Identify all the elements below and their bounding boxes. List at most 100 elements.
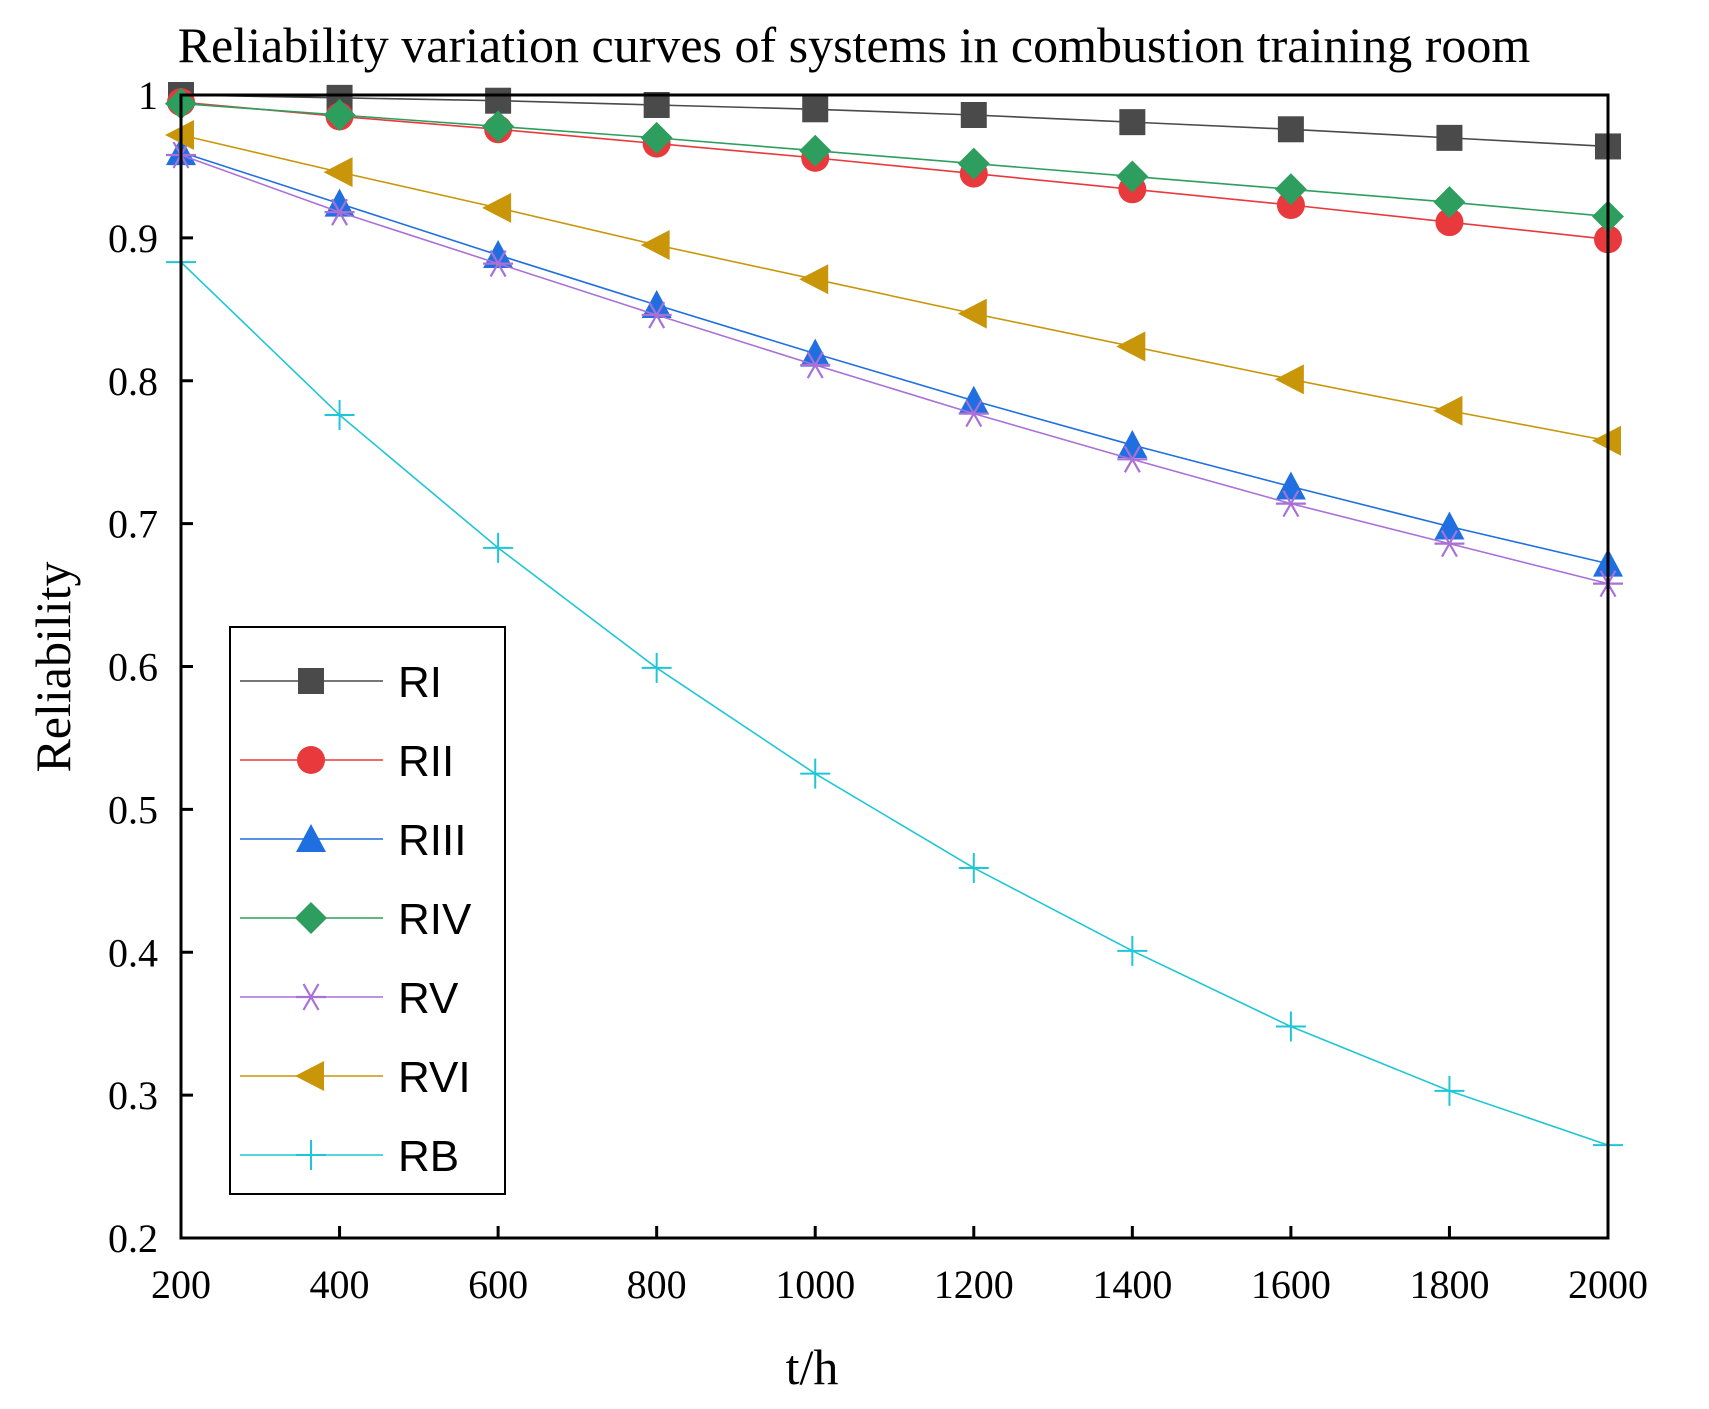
data-point-ri-1600 (1277, 116, 1304, 143)
x-tick-label: 2000 (1568, 1262, 1648, 1307)
data-point-riv-1000 (799, 134, 832, 167)
data-point-rb-1600 (1275, 1011, 1306, 1042)
legend-item-rvi: RVI (240, 1053, 471, 1102)
data-point-riii-800 (641, 290, 672, 319)
data-point-rvi-1000 (799, 264, 829, 295)
series-riv (165, 87, 1624, 233)
data-point-ri-1200 (960, 102, 987, 129)
y-tick-label: 0.9 (108, 216, 158, 261)
y-tick-label: 0.3 (108, 1073, 158, 1118)
data-point-riv-1200 (957, 147, 990, 180)
data-point-riv-600 (482, 110, 515, 143)
y-axis-label: Reliability (25, 561, 81, 772)
legend-marker-rvi (295, 1061, 324, 1091)
legend: RI RII RIII RIV RV RVI RB (229, 626, 506, 1195)
x-tick-label: 800 (627, 1262, 687, 1307)
legend-marker-rv (296, 983, 326, 1011)
legend-box (229, 626, 506, 1195)
legend-item-riii: RIII (240, 816, 466, 865)
data-point-rb-1800 (1434, 1075, 1465, 1106)
data-point-rvi-600 (482, 192, 512, 223)
legend-item-ri: RI (240, 658, 442, 707)
data-point-riv-400 (323, 99, 356, 132)
x-tick-label: 1800 (1409, 1262, 1489, 1307)
legend-marker-riii (296, 824, 326, 852)
data-point-rv-600 (483, 250, 514, 278)
x-tick-label: 1200 (934, 1262, 1014, 1307)
legend-label: RV (398, 974, 459, 1023)
series-line-rv (180, 154, 1609, 585)
y-tick-label: 0.2 (108, 1216, 158, 1261)
x-tick-label: 1000 (775, 1262, 855, 1307)
y-tick-label: 0.6 (108, 645, 158, 690)
data-point-rii-1800 (1435, 208, 1464, 237)
data-point-riii-1600 (1275, 471, 1306, 500)
series-riii (166, 137, 1623, 577)
data-point-rv-800 (641, 301, 672, 329)
data-point-ri-1000 (802, 96, 829, 123)
data-point-rb-1000 (800, 758, 831, 789)
legend-marker-rii (297, 746, 325, 774)
series-layer (165, 82, 1624, 1161)
data-point-rv-400 (324, 198, 355, 226)
data-point-rb-600 (483, 532, 514, 563)
data-point-rv-1800 (1434, 530, 1465, 558)
data-point-riii-1000 (800, 338, 831, 367)
series-rb (166, 247, 1623, 1161)
legend-label: RII (398, 737, 454, 786)
data-point-ri-600 (485, 87, 512, 114)
y-axis: 0.2 0.3 0.4 0.5 0.6 0.7 0.8 0.9 1 (108, 73, 193, 1261)
data-point-rvi-1200 (957, 298, 987, 329)
data-point-ri-1800 (1436, 124, 1463, 151)
legend-label: RVI (398, 1053, 471, 1102)
data-point-riii-1200 (958, 385, 989, 414)
data-point-riv-1800 (1433, 186, 1466, 219)
data-point-rv-1400 (1117, 445, 1148, 473)
legend-item-riv: RIV (240, 895, 472, 944)
chart-title: Reliability variation curves of systems … (178, 17, 1531, 73)
legend-label: RIII (398, 816, 466, 865)
series-line-ri (180, 94, 1609, 148)
y-tick-label: 1 (138, 73, 158, 118)
data-point-riv-1600 (1274, 173, 1307, 206)
x-axis: 200 400 600 800 1000 1200 1400 1600 1800 2000 (151, 1226, 1648, 1307)
data-point-rb-400 (324, 400, 355, 431)
legend-label: RIV (398, 895, 472, 944)
series-line-riv (180, 102, 1609, 218)
x-tick-label: 200 (151, 1262, 211, 1307)
data-point-rb-800 (641, 652, 672, 683)
data-point-riv-800 (640, 121, 673, 154)
data-point-rvi-1400 (1116, 331, 1146, 362)
data-point-riii-1400 (1117, 430, 1148, 459)
data-point-rv-1000 (800, 351, 831, 379)
series-line-rb (180, 261, 1609, 1146)
y-tick-label: 0.5 (108, 787, 158, 832)
legend-label: RI (398, 658, 442, 707)
legend-marker-rb (296, 1140, 326, 1170)
series-rvi (165, 120, 1621, 456)
y-tick-label: 0.7 (108, 502, 158, 547)
legend-item-rii: RII (240, 737, 454, 786)
data-point-rvi-800 (640, 230, 670, 261)
data-point-rv-1600 (1275, 490, 1306, 518)
legend-marker-ri (298, 668, 324, 694)
x-tick-label: 400 (310, 1262, 370, 1307)
x-tick-label: 600 (468, 1262, 528, 1307)
x-axis-label: t/h (786, 1339, 839, 1395)
data-point-rv-1200 (958, 400, 989, 428)
series-line-riii (180, 151, 1609, 565)
data-point-rvi-1600 (1274, 364, 1304, 395)
data-point-rvi-400 (323, 157, 353, 188)
y-tick-label: 0.4 (108, 930, 158, 975)
legend-label: RB (398, 1132, 459, 1181)
data-point-riv-1400 (1116, 160, 1149, 193)
series-rv (166, 141, 1623, 598)
data-point-rb-1400 (1117, 935, 1148, 966)
data-point-rb-1200 (958, 852, 989, 883)
data-point-riii-1800 (1434, 511, 1465, 540)
x-tick-label: 1400 (1092, 1262, 1172, 1307)
series-line-rvi (180, 134, 1609, 442)
data-point-ri-1400 (1119, 109, 1146, 136)
series-line-rii (180, 101, 1609, 241)
